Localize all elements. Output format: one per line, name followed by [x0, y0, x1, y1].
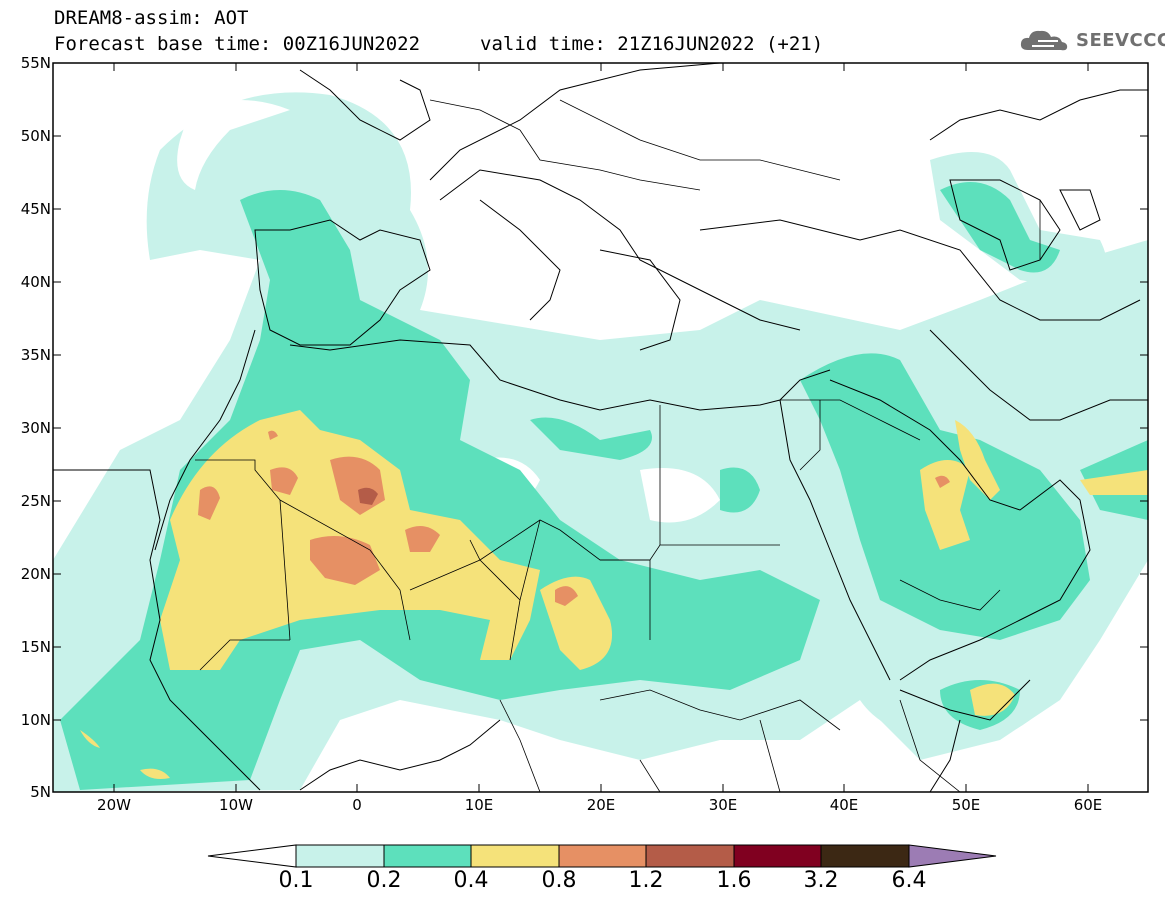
lat-label: 25N — [20, 492, 51, 510]
lon-label: 40E — [829, 796, 859, 814]
lat-label: 50N — [20, 127, 51, 145]
colorbar — [207, 844, 997, 868]
plot-title: DREAM8-assim: AOT — [54, 7, 249, 29]
cloud-icon — [1020, 30, 1068, 51]
lat-label: 45N — [20, 200, 51, 218]
seevccc-logo: SEEVCCC — [1018, 26, 1165, 54]
colorbar-bin-5 — [645, 844, 735, 868]
lat-ticks — [53, 62, 1148, 793]
lon-label: 20E — [586, 796, 616, 814]
colorbar-label: 6.4 — [891, 868, 927, 893]
colorbar-label: 3.2 — [803, 868, 839, 893]
valid-time-label: valid time: 21Z16JUN2022 (+21) — [480, 33, 824, 55]
lon-label: 60E — [1073, 796, 1103, 814]
colorbar-bin-2 — [383, 844, 472, 868]
base-time-label: Forecast base time: 00Z16JUN2022 — [54, 33, 421, 55]
colorbar-label: 0.4 — [453, 868, 489, 893]
lat-label: 55N — [20, 54, 51, 72]
lon-label: 0 — [352, 796, 362, 814]
logo-text: SEEVCCC — [1076, 29, 1165, 51]
colorbar-label: 0.2 — [366, 868, 402, 893]
colorbar-label: 0.8 — [541, 868, 577, 893]
colorbar-label: 1.6 — [716, 868, 752, 893]
lon-label: 30E — [708, 796, 738, 814]
colorbar-bin-7 — [820, 844, 910, 868]
colorbar-over-arrow — [908, 844, 997, 868]
colorbar-bin-3 — [470, 844, 560, 868]
lat-label: 30N — [20, 419, 51, 437]
lat-label: 15N — [20, 638, 51, 656]
lat-label: 10N — [20, 711, 51, 729]
colorbar-label: 1.2 — [628, 868, 664, 893]
colorbar-bin-1 — [295, 844, 385, 868]
lat-label: 5N — [30, 783, 51, 801]
lon-label: 50E — [951, 796, 981, 814]
colorbar-bin-4 — [558, 844, 647, 868]
aot-level-1.2 — [358, 487, 378, 505]
colorbar-label: 0.1 — [278, 868, 314, 893]
lon-label: 20W — [97, 796, 131, 814]
aot-level-0.8 — [198, 430, 950, 606]
colorbar-bin-6 — [733, 844, 822, 868]
aot-field — [53, 92, 1148, 792]
coastlines — [53, 63, 1148, 792]
lon-ticks — [113, 63, 1089, 792]
lat-label: 40N — [20, 273, 51, 291]
lon-label: 10E — [464, 796, 494, 814]
lon-label: 10W — [219, 796, 253, 814]
lat-label: 35N — [20, 346, 51, 364]
colorbar-under-arrow — [207, 844, 297, 868]
lat-label: 20N — [20, 565, 51, 583]
borders — [195, 99, 1041, 792]
